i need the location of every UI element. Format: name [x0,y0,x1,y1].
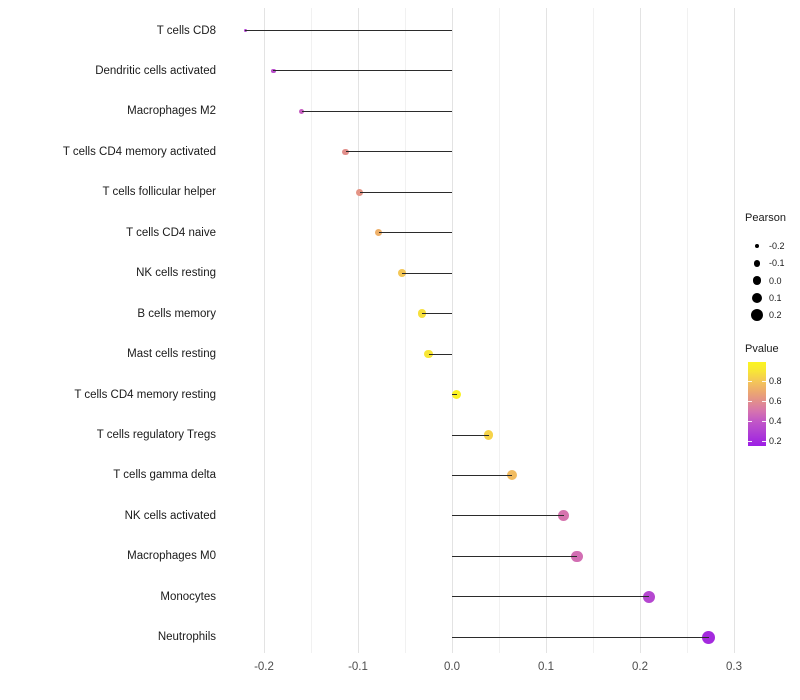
lollipop-stem [245,30,452,31]
lollipop-stem [452,515,564,517]
category-label: Macrophages M0 [127,550,216,563]
data-point-dot [452,390,462,400]
gridline-major [263,8,265,653]
data-point-dot [356,188,364,196]
lollipop-stem [452,394,457,396]
lollipop-stem [452,474,513,476]
lollipop-stem [378,232,452,234]
x-tick-label: -0.2 [254,661,274,673]
colorbar-tick-label: 0.4 [769,416,782,426]
lollipop-stem [301,110,452,112]
lollipop-stem [452,596,650,598]
category-label: T cells gamma delta [113,469,216,482]
size-legend-label: 0.1 [769,292,782,303]
data-point-dot [424,349,433,359]
lollipop-stem [359,191,452,193]
x-tick-label: 0.0 [444,661,460,673]
size-legend-label: 0.2 [769,310,782,321]
category-label: NK cells resting [136,267,216,280]
colorbar-tick-label: 0.8 [769,376,782,386]
gridline-minor [498,8,500,653]
colorbar-tick [748,441,752,442]
data-point-dot [298,108,305,115]
lollipop-stem [452,434,489,436]
gridline-major [639,8,641,653]
category-label: T cells CD8 [156,24,216,37]
lollipop-stem [273,70,452,72]
size-legend-label: -0.2 [769,241,785,251]
gridline-minor [592,8,594,653]
x-tick-label: 0.2 [632,661,648,673]
pvalue-colorbar [748,362,766,446]
colorbar-tick [748,381,752,382]
gridline-major [545,8,547,653]
colorbar-tick [762,441,766,442]
data-point-dot [643,590,656,603]
size-legend-dot [753,259,761,267]
lollipop-stem [428,353,452,355]
x-tick-label: 0.1 [538,661,554,673]
category-label: T cells regulatory Tregs [96,429,216,441]
lollipop-stem [452,636,709,638]
size-legend-title: Pearson [745,212,786,224]
category-label: T cells CD4 naive [126,226,216,239]
color-legend-title: Pvalue [745,343,779,355]
data-point-dot [398,269,407,278]
colorbar-tick-label: 0.2 [769,436,782,446]
data-point-dot [702,630,716,644]
category-label: Neutrophils [157,631,216,644]
category-label: Monocytes [160,590,216,603]
category-label: Mast cells resting [127,348,216,361]
colorbar-tick [748,421,752,422]
category-label: NK cells activated [124,509,216,522]
gridline-minor [310,8,312,653]
lollipop-stem [345,151,452,153]
x-tick-label: 0.3 [726,661,742,673]
size-legend-dot [751,292,763,304]
gridline-minor [404,8,406,653]
category-label: T cells CD4 memory resting [74,388,216,401]
gridline-major [733,8,735,653]
lollipop-stem [402,272,452,274]
gridline-major [451,8,453,653]
x-tick-label: -0.1 [348,661,368,673]
lollipop-stem [421,313,452,315]
category-label: T cells CD4 memory activated [62,145,216,158]
gridline-minor [686,8,688,653]
lollipop-stem [452,555,578,557]
size-legend-label: -0.1 [769,258,785,269]
size-legend-label: 0.0 [769,275,782,286]
colorbar-tick [762,401,766,402]
category-label: T cells follicular helper [102,186,216,199]
gridline-major [357,8,359,653]
size-legend-dot [755,244,759,248]
size-legend-dot [752,276,762,286]
colorbar-tick-label: 0.6 [769,396,782,406]
colorbar-tick [748,401,752,402]
colorbar-tick [762,421,766,422]
category-label: B cells memory [137,307,216,320]
category-label: Macrophages M2 [127,105,216,118]
size-legend-dot [751,309,763,322]
category-label: Dendritic cells activated [95,64,216,77]
colorbar-tick [762,381,766,382]
